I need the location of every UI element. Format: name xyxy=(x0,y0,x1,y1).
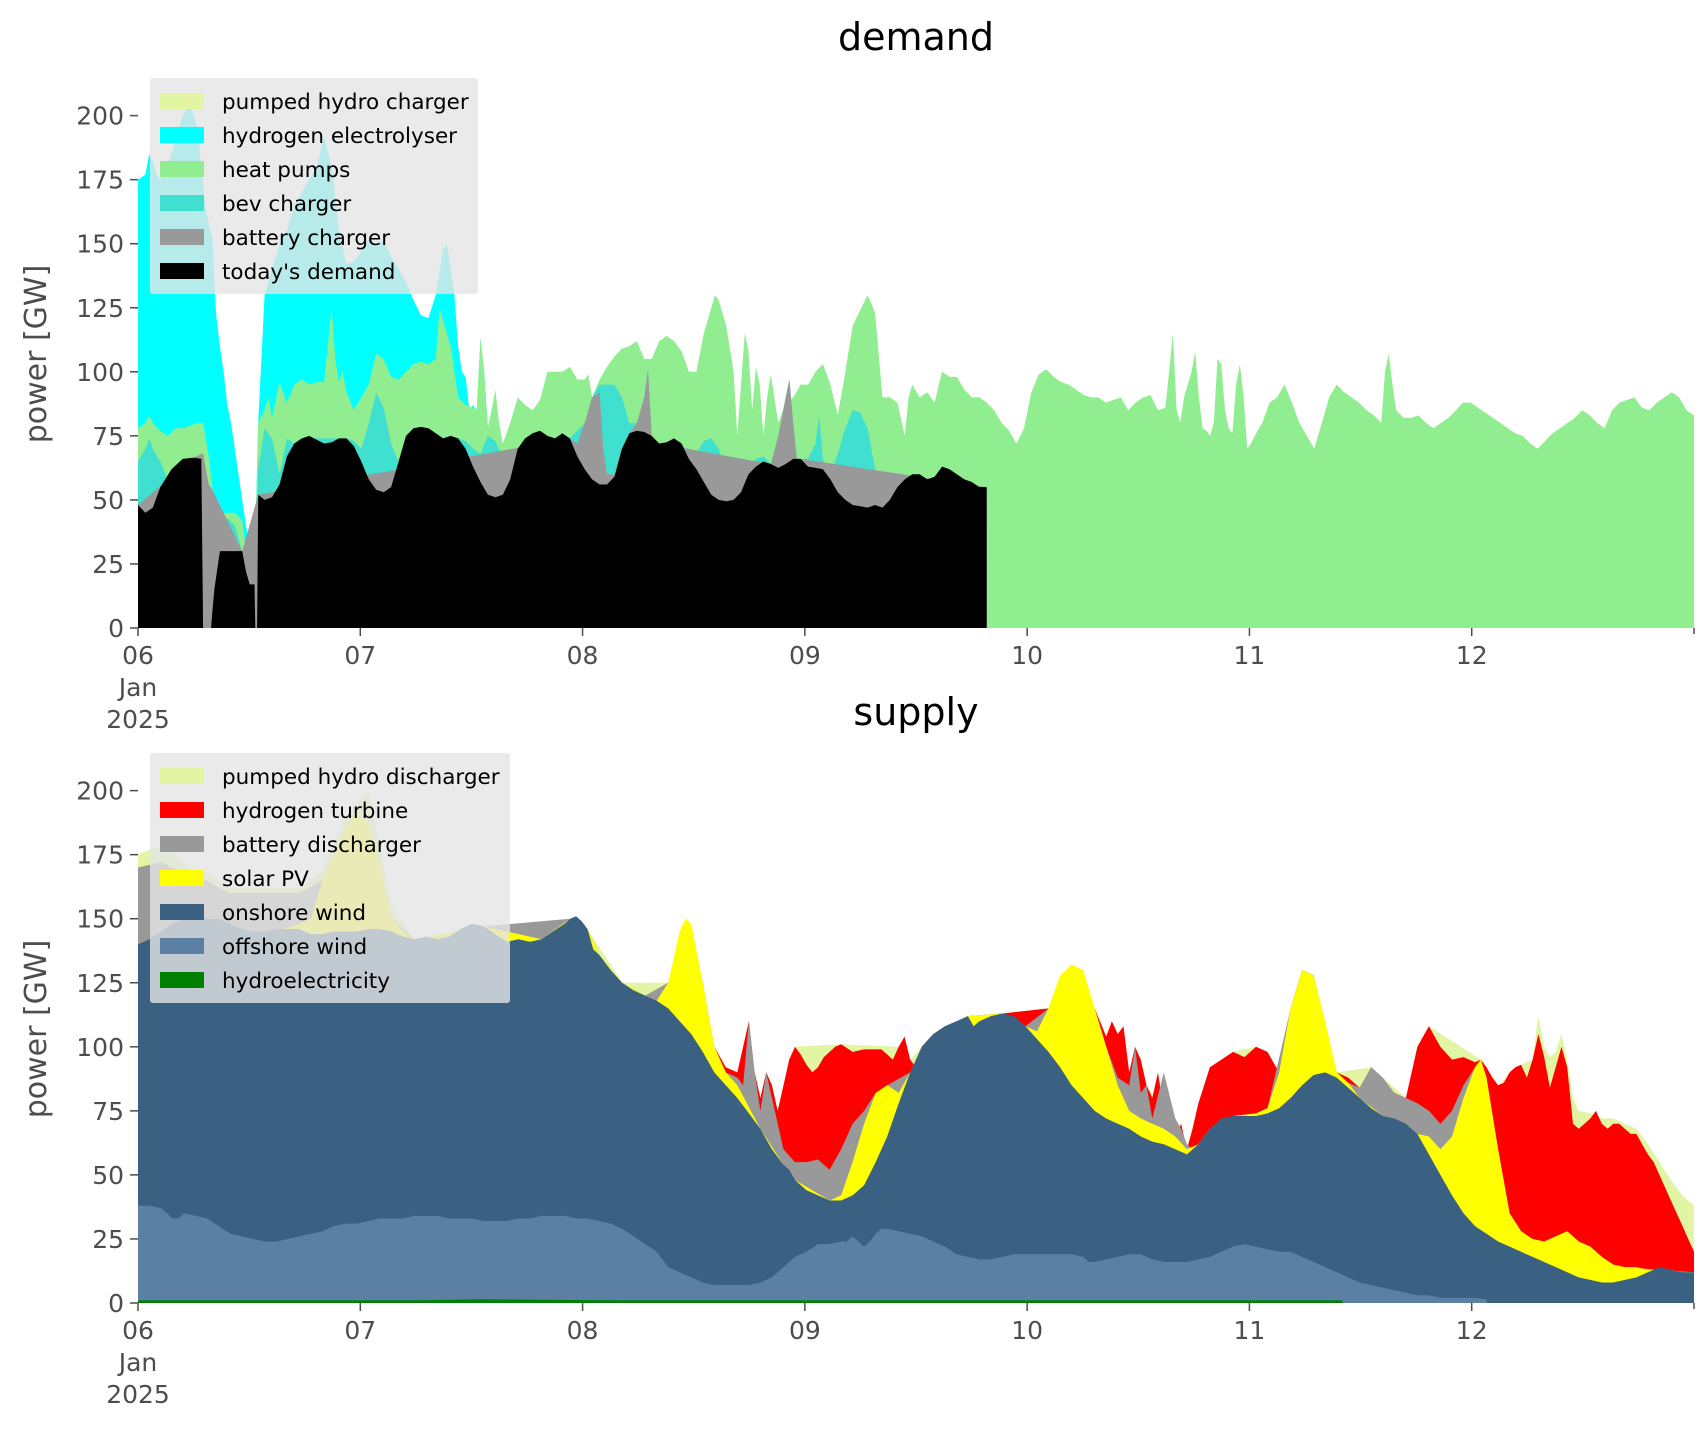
x-tick-label: 11 xyxy=(1234,1316,1266,1345)
x-tick-label: 06 xyxy=(122,1316,154,1345)
x-tick-label: Jan xyxy=(117,673,158,702)
area-offshore-wind xyxy=(138,1205,1487,1303)
y-tick-label: 75 xyxy=(92,422,124,451)
legend-label-onshore-wind: onshore wind xyxy=(222,901,366,926)
x-tick-label: 12 xyxy=(1456,1316,1488,1345)
x-tick-label: 12 xyxy=(1456,641,1488,670)
legend-swatch-pumped-hydro-charger xyxy=(160,93,204,109)
y-tick-label: 200 xyxy=(76,102,124,131)
legend-box xyxy=(150,753,510,1003)
legend-swatch-offshore-wind xyxy=(160,938,204,954)
area-onshore-wind xyxy=(138,913,1694,1303)
chart-title: demand xyxy=(838,15,994,59)
x-tick-label: 07 xyxy=(344,641,376,670)
legend-label-offshore-wind: offshore wind xyxy=(222,935,367,960)
demand-chart-panel: demand 0 25 50 75 100 125 150 175 200 06 Jan 2025 07 0… xyxy=(19,15,1695,734)
x-tick-label: 06 xyxy=(122,641,154,670)
legend-label-battery-discharger: battery discharger xyxy=(222,833,421,858)
y-axis-label: power [GW] xyxy=(19,940,54,1119)
x-tick-label: 2025 xyxy=(106,705,170,734)
x-tick-label: 09 xyxy=(789,1316,821,1345)
legend-swatch-hydrogen-electrolyser xyxy=(160,127,204,143)
area-today-s-demand xyxy=(138,426,987,628)
legend-swatch-solar-pv xyxy=(160,870,204,886)
legend-label-today-s-demand: today's demand xyxy=(222,260,395,285)
y-tick-label: 175 xyxy=(76,841,124,870)
supply-chart-panel: supply 0 25 50 75 100 125 150 175 200 06 Jan 2025 07 0… xyxy=(19,690,1695,1409)
x-tick-label: 09 xyxy=(789,641,821,670)
y-tick-label: 0 xyxy=(108,1289,124,1318)
legend-label-heat-pumps: heat pumps xyxy=(222,158,350,183)
legend-label-pumped-hydro-discharger: pumped hydro discharger xyxy=(222,765,500,790)
legend-label-hydrogen-electrolyser: hydrogen electrolyser xyxy=(222,124,457,149)
legend-label-battery-charger: battery charger xyxy=(222,226,390,251)
legend-label-hydrogen-turbine: hydrogen turbine xyxy=(222,799,408,824)
legend-swatch-today-s-demand xyxy=(160,263,204,279)
y-tick-label: 25 xyxy=(92,1225,124,1254)
y-tick-label: 100 xyxy=(76,358,124,387)
x-tick-label: 08 xyxy=(567,641,599,670)
x-tick-label: 08 xyxy=(567,1316,599,1345)
legend-swatch-hydrogen-turbine xyxy=(160,802,204,818)
legend-label-solar-pv: solar PV xyxy=(222,867,309,892)
legend-swatch-onshore-wind xyxy=(160,904,204,920)
legend-swatch-pumped-hydro-discharger xyxy=(160,768,204,784)
x-tick-label: 07 xyxy=(344,1316,376,1345)
x-tick-label: 2025 xyxy=(106,1380,170,1409)
legend-box xyxy=(150,78,478,294)
x-tick-label: 10 xyxy=(1011,641,1043,670)
legend-label-bev-charger: bev charger xyxy=(222,192,351,217)
legend-label-hydroelectricity: hydroelectricity xyxy=(222,969,390,994)
area-hydroelectricity xyxy=(138,1299,1343,1303)
legend-swatch-battery-discharger xyxy=(160,836,204,852)
y-tick-label: 0 xyxy=(108,614,124,643)
y-tick-label: 150 xyxy=(76,230,124,259)
y-tick-label: 125 xyxy=(76,294,124,323)
legend-swatch-bev-charger xyxy=(160,195,204,211)
y-tick-label: 75 xyxy=(92,1097,124,1126)
y-tick-label: 175 xyxy=(76,166,124,195)
y-tick-label: 100 xyxy=(76,1033,124,1062)
y-tick-label: 50 xyxy=(92,1161,124,1190)
y-tick-label: 125 xyxy=(76,969,124,998)
chart-title: supply xyxy=(853,690,978,734)
legend-swatch-hydroelectricity xyxy=(160,972,204,988)
x-tick-label: Jan xyxy=(117,1348,158,1377)
y-tick-label: 50 xyxy=(92,486,124,515)
y-tick-label: 150 xyxy=(76,905,124,934)
legend-label-pumped-hydro-charger: pumped hydro charger xyxy=(222,90,469,115)
legend-swatch-heat-pumps xyxy=(160,161,204,177)
y-tick-label: 25 xyxy=(92,550,124,579)
x-tick-label: 10 xyxy=(1011,1316,1043,1345)
x-tick-label: 11 xyxy=(1234,641,1266,670)
legend-swatch-battery-charger xyxy=(160,229,204,245)
y-axis-label: power [GW] xyxy=(19,265,54,444)
y-tick-label: 200 xyxy=(76,777,124,806)
